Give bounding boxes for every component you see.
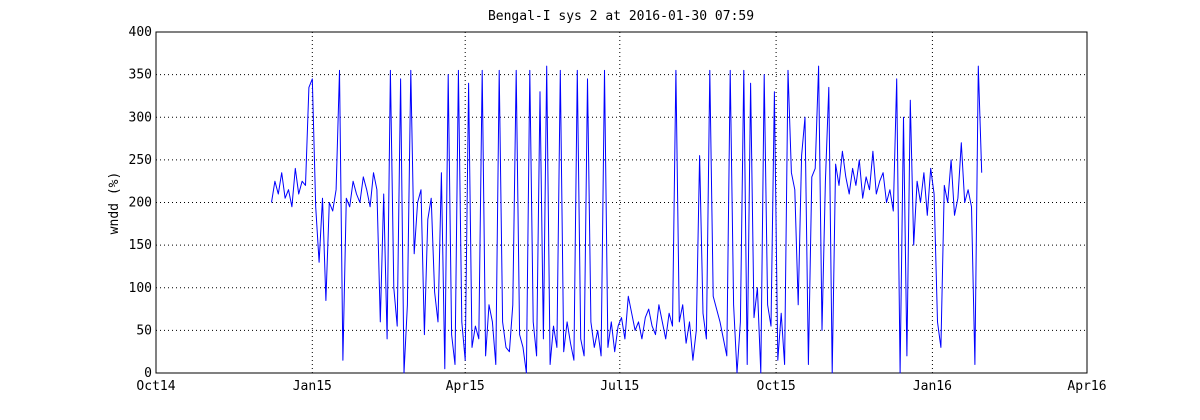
- plot-frame: [155, 31, 1088, 374]
- x-tick-label: Apr16: [1067, 379, 1106, 394]
- y-tick-label: 250: [129, 153, 152, 168]
- y-tick-label: 50: [136, 323, 152, 338]
- y-tick-label: 400: [129, 25, 152, 40]
- x-tick-label: Oct14: [136, 379, 175, 394]
- y-tick-label: 100: [129, 281, 152, 296]
- y-tick-label: 150: [129, 238, 152, 253]
- y-tick-label: 300: [129, 110, 152, 125]
- y-tick-label: 0: [144, 366, 152, 381]
- x-tick-label: Oct15: [757, 379, 796, 394]
- y-tick-label: 350: [129, 68, 152, 83]
- y-axis-label: wndd (%): [107, 172, 122, 235]
- x-tick-label: Apr15: [446, 379, 485, 394]
- chart-title: Bengal-I sys 2 at 2016-01-30 07:59: [488, 9, 754, 24]
- x-tick-label: Jan15: [293, 379, 332, 394]
- y-tick-label: 200: [129, 196, 152, 211]
- data-line: [271, 65, 983, 374]
- x-tick-label: Jan16: [913, 379, 952, 394]
- x-tick-label: Jul15: [600, 379, 639, 394]
